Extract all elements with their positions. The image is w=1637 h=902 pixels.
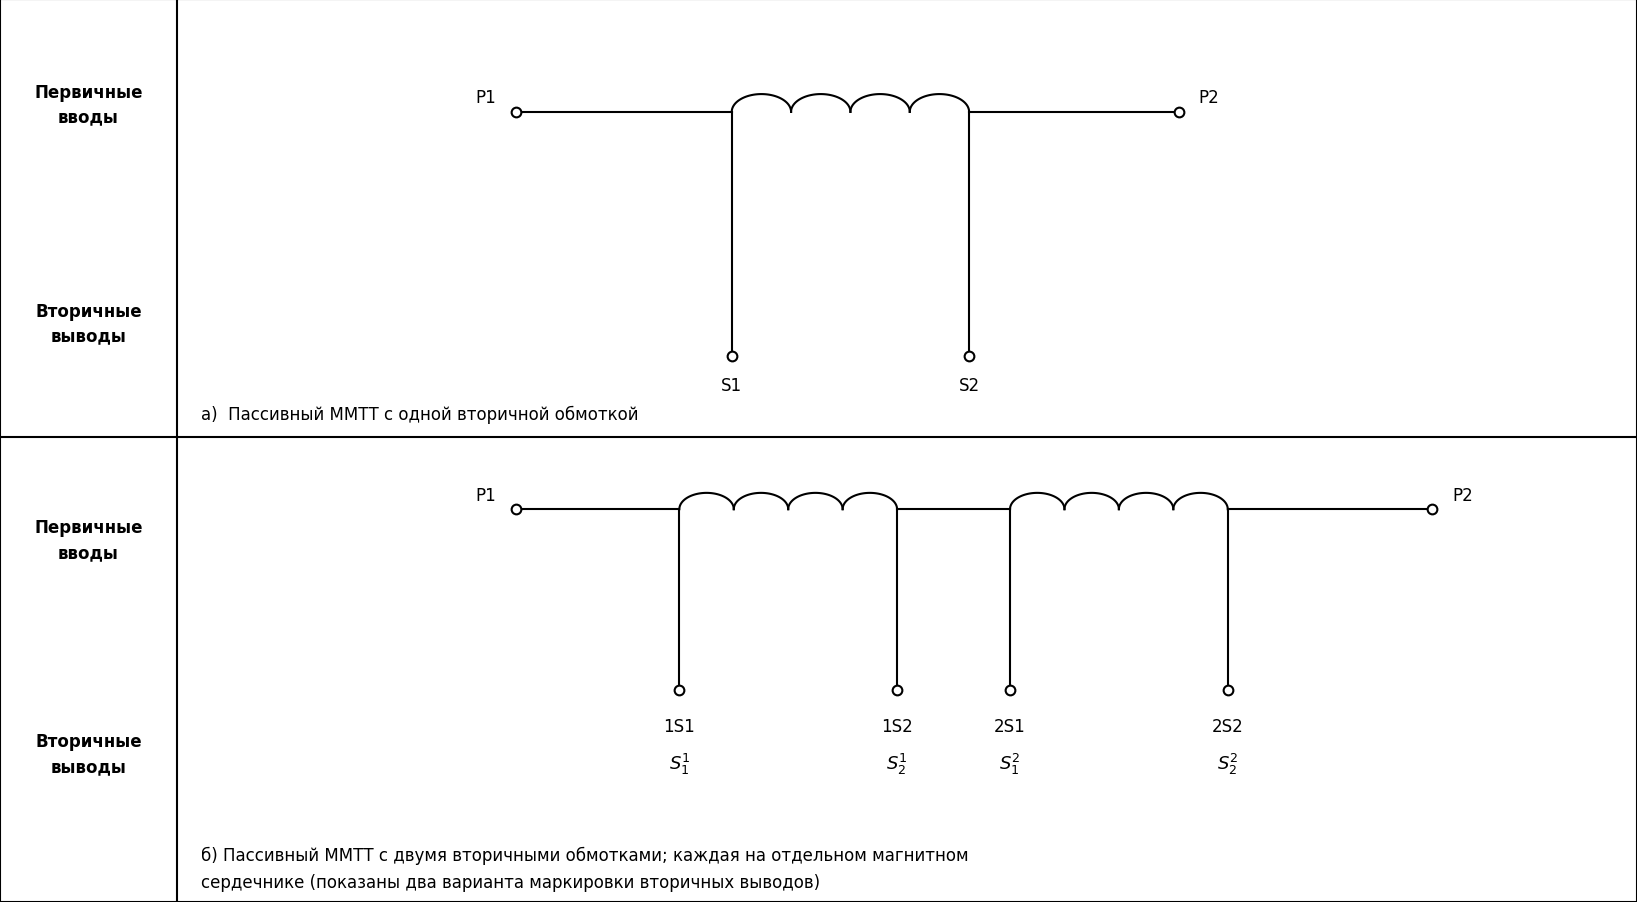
Text: Первичные
вводы: Первичные вводы [34,518,142,561]
Text: S2: S2 [959,376,979,394]
Text: 1S2: 1S2 [881,717,913,735]
Text: P2: P2 [1198,89,1220,107]
Text: $S_2^1$: $S_2^1$ [886,751,909,777]
Text: Вторичные
выводы: Вторичные выводы [34,302,142,345]
Text: Вторичные
выводы: Вторичные выводы [34,732,142,776]
Text: Первичные
вводы: Первичные вводы [34,84,142,126]
Text: а)  Пассивный ММТТ с одной вторичной обмоткой: а) Пассивный ММТТ с одной вторичной обмо… [201,406,638,424]
Text: S1: S1 [722,376,742,394]
Text: $S_1^2$: $S_1^2$ [999,751,1021,777]
Text: 1S1: 1S1 [663,717,696,735]
Text: 2S1: 2S1 [994,717,1026,735]
Text: $S_1^1$: $S_1^1$ [668,751,691,777]
Text: 2S2: 2S2 [1211,717,1244,735]
Text: $S_2^2$: $S_2^2$ [1216,751,1239,777]
Text: б) Пассивный ММТТ с двумя вторичными обмотками; каждая на отдельном магнитном
се: б) Пассивный ММТТ с двумя вторичными обм… [201,846,969,890]
Text: P1: P1 [475,89,496,107]
Text: P1: P1 [475,486,496,504]
Text: P2: P2 [1452,486,1473,504]
